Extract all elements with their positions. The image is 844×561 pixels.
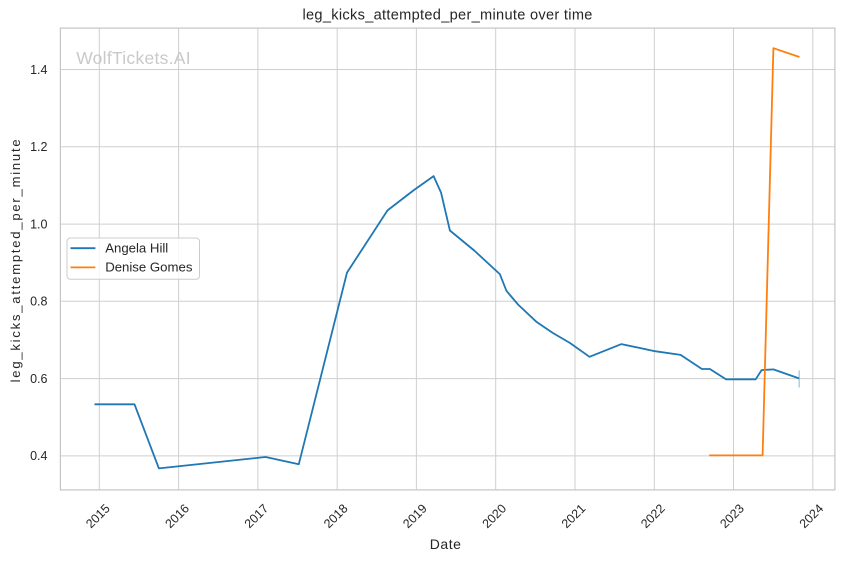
svg-text:1.2: 1.2 [30, 140, 47, 154]
svg-text:Angela Hill: Angela Hill [105, 241, 168, 256]
svg-text:1.0: 1.0 [30, 217, 47, 231]
svg-text:leg_kicks_attempted_per_minute: leg_kicks_attempted_per_minute over time [302, 8, 592, 24]
svg-text:0.4: 0.4 [30, 449, 47, 463]
svg-text:Denise Gomes: Denise Gomes [105, 260, 193, 275]
svg-text:WolfTickets.AI: WolfTickets.AI [76, 48, 191, 68]
svg-text:0.6: 0.6 [30, 372, 47, 386]
svg-text:Date: Date [430, 536, 462, 552]
svg-text:leg_kicks_attempted_per_minute: leg_kicks_attempted_per_minute [8, 138, 23, 383]
svg-text:0.8: 0.8 [30, 295, 47, 309]
svg-text:1.4: 1.4 [30, 63, 47, 77]
